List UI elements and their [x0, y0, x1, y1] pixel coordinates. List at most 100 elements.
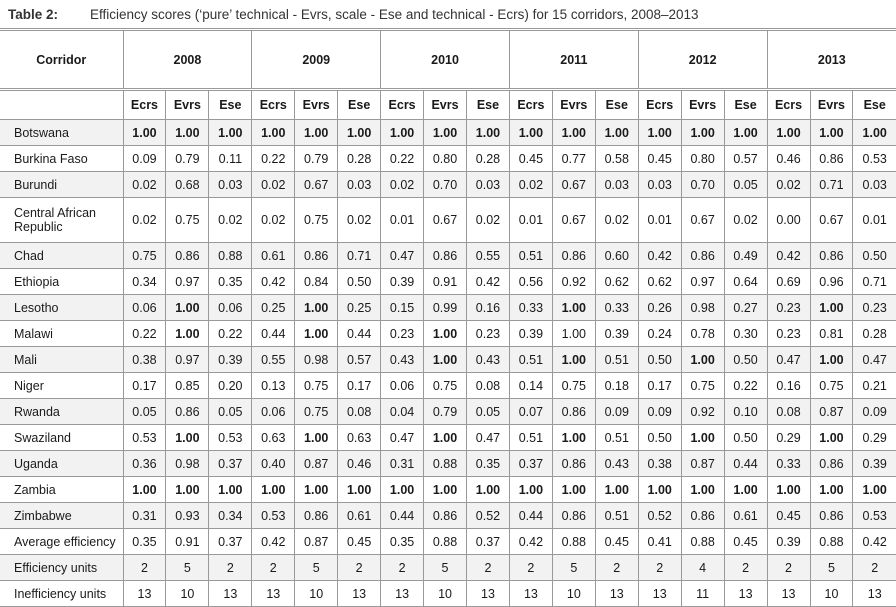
score-cell: 0.44 [380, 502, 425, 529]
score-cell: 0.27 [723, 294, 768, 321]
score-cell: 13 [852, 580, 896, 607]
score-cell: 0.44 [723, 450, 768, 477]
score-cell: 0.67 [423, 197, 467, 243]
score-cell: 0.02 [251, 171, 296, 198]
score-cell: 1.00 [809, 346, 854, 373]
score-cell: 0.31 [380, 450, 425, 477]
score-cell: 1.00 [637, 476, 682, 503]
score-cell: 0.51 [508, 242, 553, 269]
score-cell: 0.42 [251, 268, 296, 295]
score-cell: 10 [294, 580, 339, 607]
score-cell: 4 [680, 554, 725, 581]
score-cell: 0.80 [423, 145, 467, 172]
score-cell: 0.03 [466, 171, 510, 198]
score-cell: 1.00 [294, 424, 339, 451]
score-cell: 0.05 [723, 171, 768, 198]
table-row: Average efficiency 0.35 0.91 0.37 0.42 0.87 0.… [0, 528, 896, 555]
score-cell: 0.23 [466, 320, 510, 347]
score-cell: 0.42 [637, 242, 682, 269]
score-cell: 0.75 [165, 197, 210, 243]
score-cell: 0.13 [251, 372, 296, 399]
score-cell: 13 [508, 580, 553, 607]
score-cell: 13 [766, 580, 811, 607]
score-cell: 0.00 [766, 197, 811, 243]
score-cell: 5 [551, 554, 596, 581]
score-cell: 0.86 [809, 145, 854, 172]
score-cell: 0.85 [165, 372, 210, 399]
score-cell: 0.53 [251, 502, 296, 529]
score-cell: 0.86 [165, 242, 210, 269]
score-cell: 1.00 [208, 476, 253, 503]
score-cell: 0.98 [165, 450, 210, 477]
score-cell: 1.00 [294, 476, 339, 503]
score-cell: 1.00 [551, 476, 596, 503]
score-cell: 0.62 [594, 268, 639, 295]
metric-header-ese: Ese [337, 88, 382, 120]
score-cell: 0.75 [294, 372, 339, 399]
score-cell: 1.00 [294, 294, 339, 321]
score-cell: 1.00 [466, 119, 510, 146]
score-cell: 0.98 [294, 346, 339, 373]
score-cell: 0.92 [680, 398, 725, 425]
score-cell: 0.42 [508, 528, 553, 555]
year-header: 2010 [380, 29, 510, 90]
score-cell: 0.02 [122, 171, 167, 198]
score-cell: 1.00 [423, 424, 467, 451]
score-cell: 0.70 [423, 171, 467, 198]
score-cell: 11 [680, 580, 725, 607]
score-cell: 0.63 [337, 424, 382, 451]
table-row: Swaziland 0.53 1.00 0.53 0.63 1.00 0.63 0.47 1.0… [0, 424, 896, 451]
year-header: 2011 [508, 29, 639, 90]
score-cell: 0.15 [380, 294, 425, 321]
metric-header-ese: Ese [852, 88, 896, 120]
score-cell: 0.47 [380, 424, 425, 451]
score-cell: 1.00 [423, 346, 467, 373]
score-cell: 0.71 [809, 171, 854, 198]
score-cell: 1.00 [680, 346, 725, 373]
score-cell: 0.02 [337, 197, 382, 243]
score-cell: 0.33 [594, 294, 639, 321]
score-cell: 0.86 [423, 242, 467, 269]
score-cell: 0.81 [809, 320, 854, 347]
score-cell: 1.00 [423, 119, 467, 146]
score-cell: 0.37 [466, 528, 510, 555]
corridor-name: Burkina Faso [0, 145, 124, 172]
score-cell: 0.08 [766, 398, 811, 425]
table-title: Efficiency scores (‘pure’ technical - Ev… [90, 6, 699, 22]
score-cell: 0.10 [723, 398, 768, 425]
score-cell: 0.56 [508, 268, 553, 295]
score-cell: 1.00 [165, 320, 210, 347]
score-cell: 0.03 [208, 171, 253, 198]
score-cell: 0.39 [508, 320, 553, 347]
score-cell: 0.09 [122, 145, 167, 172]
table-row: Zambia 1.00 1.00 1.00 1.00 1.00 1.00 1.00 1.00 1.… [0, 476, 896, 503]
score-cell: 0.86 [165, 398, 210, 425]
score-cell: 2 [637, 554, 682, 581]
score-cell: 0.50 [637, 424, 682, 451]
score-cell: 0.25 [337, 294, 382, 321]
score-cell: 0.67 [551, 197, 596, 243]
metric-header-ese: Ese [208, 88, 253, 120]
metric-header-evrs: Evrs [551, 88, 596, 120]
score-cell: 0.35 [208, 268, 253, 295]
score-cell: 0.36 [122, 450, 167, 477]
table-row: Central African Republic 0.02 0.75 0.02 0.02… [0, 197, 896, 243]
score-cell: 0.50 [723, 346, 768, 373]
score-cell: 0.06 [380, 372, 425, 399]
score-cell: 0.50 [852, 242, 896, 269]
score-cell: 0.02 [508, 171, 553, 198]
score-cell: 0.02 [380, 171, 425, 198]
score-cell: 1.00 [637, 119, 682, 146]
score-cell: 0.34 [122, 268, 167, 295]
score-cell: 0.45 [594, 528, 639, 555]
score-cell: 0.75 [551, 372, 596, 399]
score-cell: 0.61 [251, 242, 296, 269]
score-cell: 0.97 [680, 268, 725, 295]
table-row: Lesotho 0.06 1.00 0.06 0.25 1.00 0.25 0.15 0.99 0… [0, 294, 896, 321]
score-cell: 2 [594, 554, 639, 581]
metric-header-ecrs: Ecrs [766, 88, 811, 120]
metric-header-evrs: Evrs [680, 88, 725, 120]
score-cell: 1.00 [337, 476, 382, 503]
corridor-name: Swaziland [0, 424, 124, 451]
score-cell: 0.57 [723, 145, 768, 172]
